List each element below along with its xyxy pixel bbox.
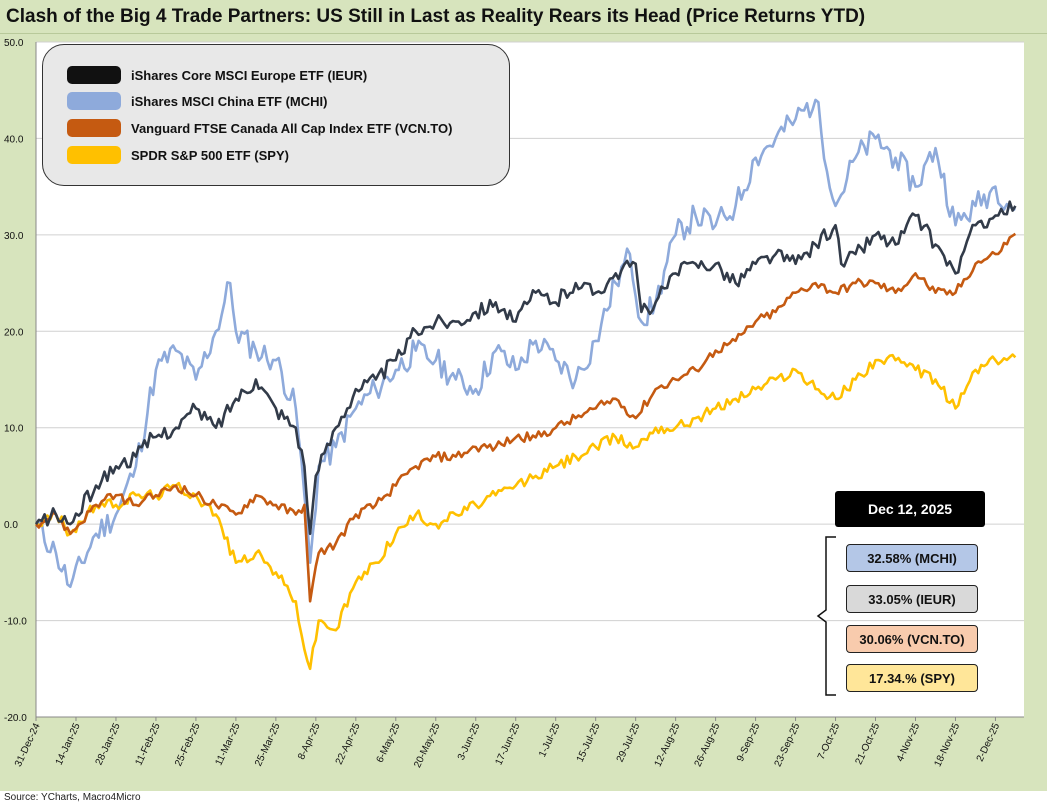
legend-item-vcn: Vanguard FTSE Canada All Cap Index ETF (… [67,118,452,138]
legend-item-spy: SPDR S&P 500 ETF (SPY) [67,145,289,165]
x-tick-label: 21-Oct-25 [853,721,882,766]
legend-swatch-ieur [67,66,121,84]
x-tick-label: 6-May-25 [375,721,403,764]
y-tick-label: 50.0 [4,38,24,49]
x-tick-label: 12-Aug-25 [653,721,683,768]
series-line-ieur [34,200,1017,536]
x-tick-label: 11-Mar-25 [213,721,242,767]
y-tick-label: 20.0 [4,327,24,338]
y-tick-label: 0.0 [4,520,18,531]
date-label: Dec 12, 2025 [835,491,985,527]
legend-swatch-spy [67,146,121,164]
x-tick-label: 18-Nov-25 [932,721,962,768]
bracket [816,536,836,696]
x-tick-label: 20-May-25 [412,721,442,769]
y-tick-label: 40.0 [4,134,24,145]
legend: iShares Core MSCI Europe ETF (IEUR) iSha… [42,44,510,186]
x-tick-label: 29-Jul-25 [615,721,643,764]
value-box-ieur: 33.05% (IEUR) [846,585,978,613]
x-tick-label: 22-Apr-25 [334,721,363,766]
legend-label-mchi: iShares MSCI China ETF (MCHI) [131,93,328,109]
x-tick-label: 9-Sep-25 [735,721,763,763]
y-tick-label: -10.0 [4,617,27,628]
x-tick-label: 4-Nov-25 [895,721,923,763]
x-tick-label: 23-Sep-25 [773,721,803,768]
x-tick-label: 3-Jun-25 [456,721,483,762]
series-line-vcn [35,232,1017,603]
chart-title: Clash of the Big 4 Trade Partners: US St… [0,0,1047,34]
x-tick-label: 17-Jun-25 [493,721,522,767]
series-line-mchi [35,98,1017,589]
x-tick-label: 28-Jan-25 [94,721,123,767]
x-tick-label: 14-Jan-25 [54,721,83,767]
y-tick-label: 10.0 [4,424,24,435]
x-tick-label: 26-Aug-25 [693,721,723,768]
x-tick-label: 1-Jul-25 [537,721,562,759]
x-tick-label: 7-Oct-25 [816,721,843,761]
x-tick-label: 8-Apr-25 [296,721,323,761]
x-tick-label: 25-Feb-25 [173,721,203,768]
legend-label-ieur: iShares Core MSCI Europe ETF (IEUR) [131,67,368,83]
series-line-spy [35,353,1017,671]
legend-swatch-mchi [67,92,121,110]
x-tick-label: 11-Feb-25 [133,721,162,767]
x-tick-label: 31-Dec-24 [13,721,43,768]
legend-label-spy: SPDR S&P 500 ETF (SPY) [131,147,289,163]
value-box-spy: 17.34.% (SPY) [846,664,978,692]
x-tick-label: 25-Mar-25 [253,721,283,768]
value-box-vcn: 30.06% (VCN.TO) [846,625,978,653]
y-tick-label: 30.0 [4,231,24,242]
value-box-mchi: 32.58% (MCHI) [846,544,978,572]
source-note: Source: YCharts, Macro4Micro [4,792,141,803]
x-tick-label: 15-Jul-25 [575,721,603,764]
y-tick-label: -20.0 [4,713,27,724]
x-tick-label: 2-Dec-25 [975,721,1003,763]
legend-label-vcn: Vanguard FTSE Canada All Cap Index ETF (… [131,120,453,136]
legend-item-mchi: iShares MSCI China ETF (MCHI) [67,91,327,111]
legend-item-ieur: iShares Core MSCI Europe ETF (IEUR) [67,65,367,85]
legend-swatch-vcn [67,119,121,137]
